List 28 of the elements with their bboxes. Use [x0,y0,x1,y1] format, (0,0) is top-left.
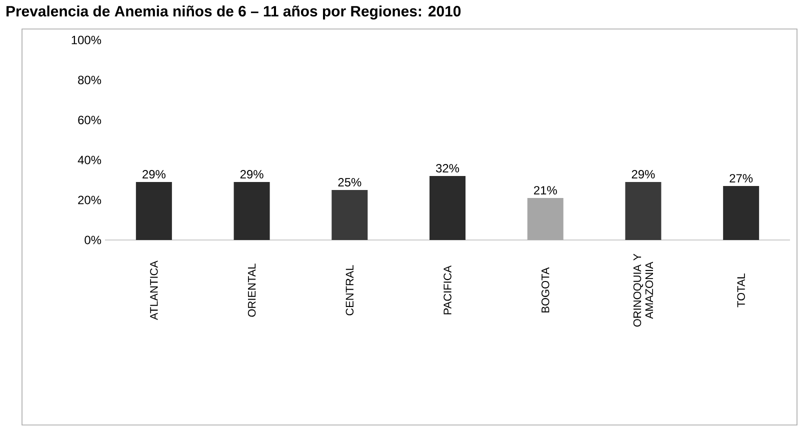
chart-title: Prevalencia de Anemia niños de 6 – 11 años por Regiones: 2010 [6,6,461,20]
data-label: 21% [534,186,557,194]
x-tick-label: PACIFICA [444,265,452,314]
bar [332,190,368,240]
bar [625,182,662,240]
data-label: 29% [240,170,264,178]
data-label: 29% [142,170,166,178]
data-label: 32% [436,164,460,172]
x-tick-label: ORIENTAL [248,264,256,317]
data-label: 25% [338,178,362,186]
y-tick-label: 60% [78,116,102,124]
data-label: 27% [730,174,753,182]
data-label: 29% [632,170,655,178]
y-tick-label: 100% [72,36,102,44]
x-tick-label: TOTAL [737,273,745,308]
y-tick-label: 0% [84,236,102,244]
x-tick-label: CENTRAL [346,265,354,316]
bar [527,198,564,240]
bar [234,182,270,240]
y-tick-label: 40% [78,156,102,164]
y-tick-label: 80% [78,76,102,84]
bar [723,186,760,240]
bar [136,182,172,240]
bar [430,176,466,240]
x-tick-label: ATLANTICA [150,260,158,320]
x-tick-label: ORINOQUIA Y AMAZONIA [633,254,654,327]
y-tick-label: 20% [78,196,102,204]
x-tick-label: BOGOTA [542,267,550,312]
